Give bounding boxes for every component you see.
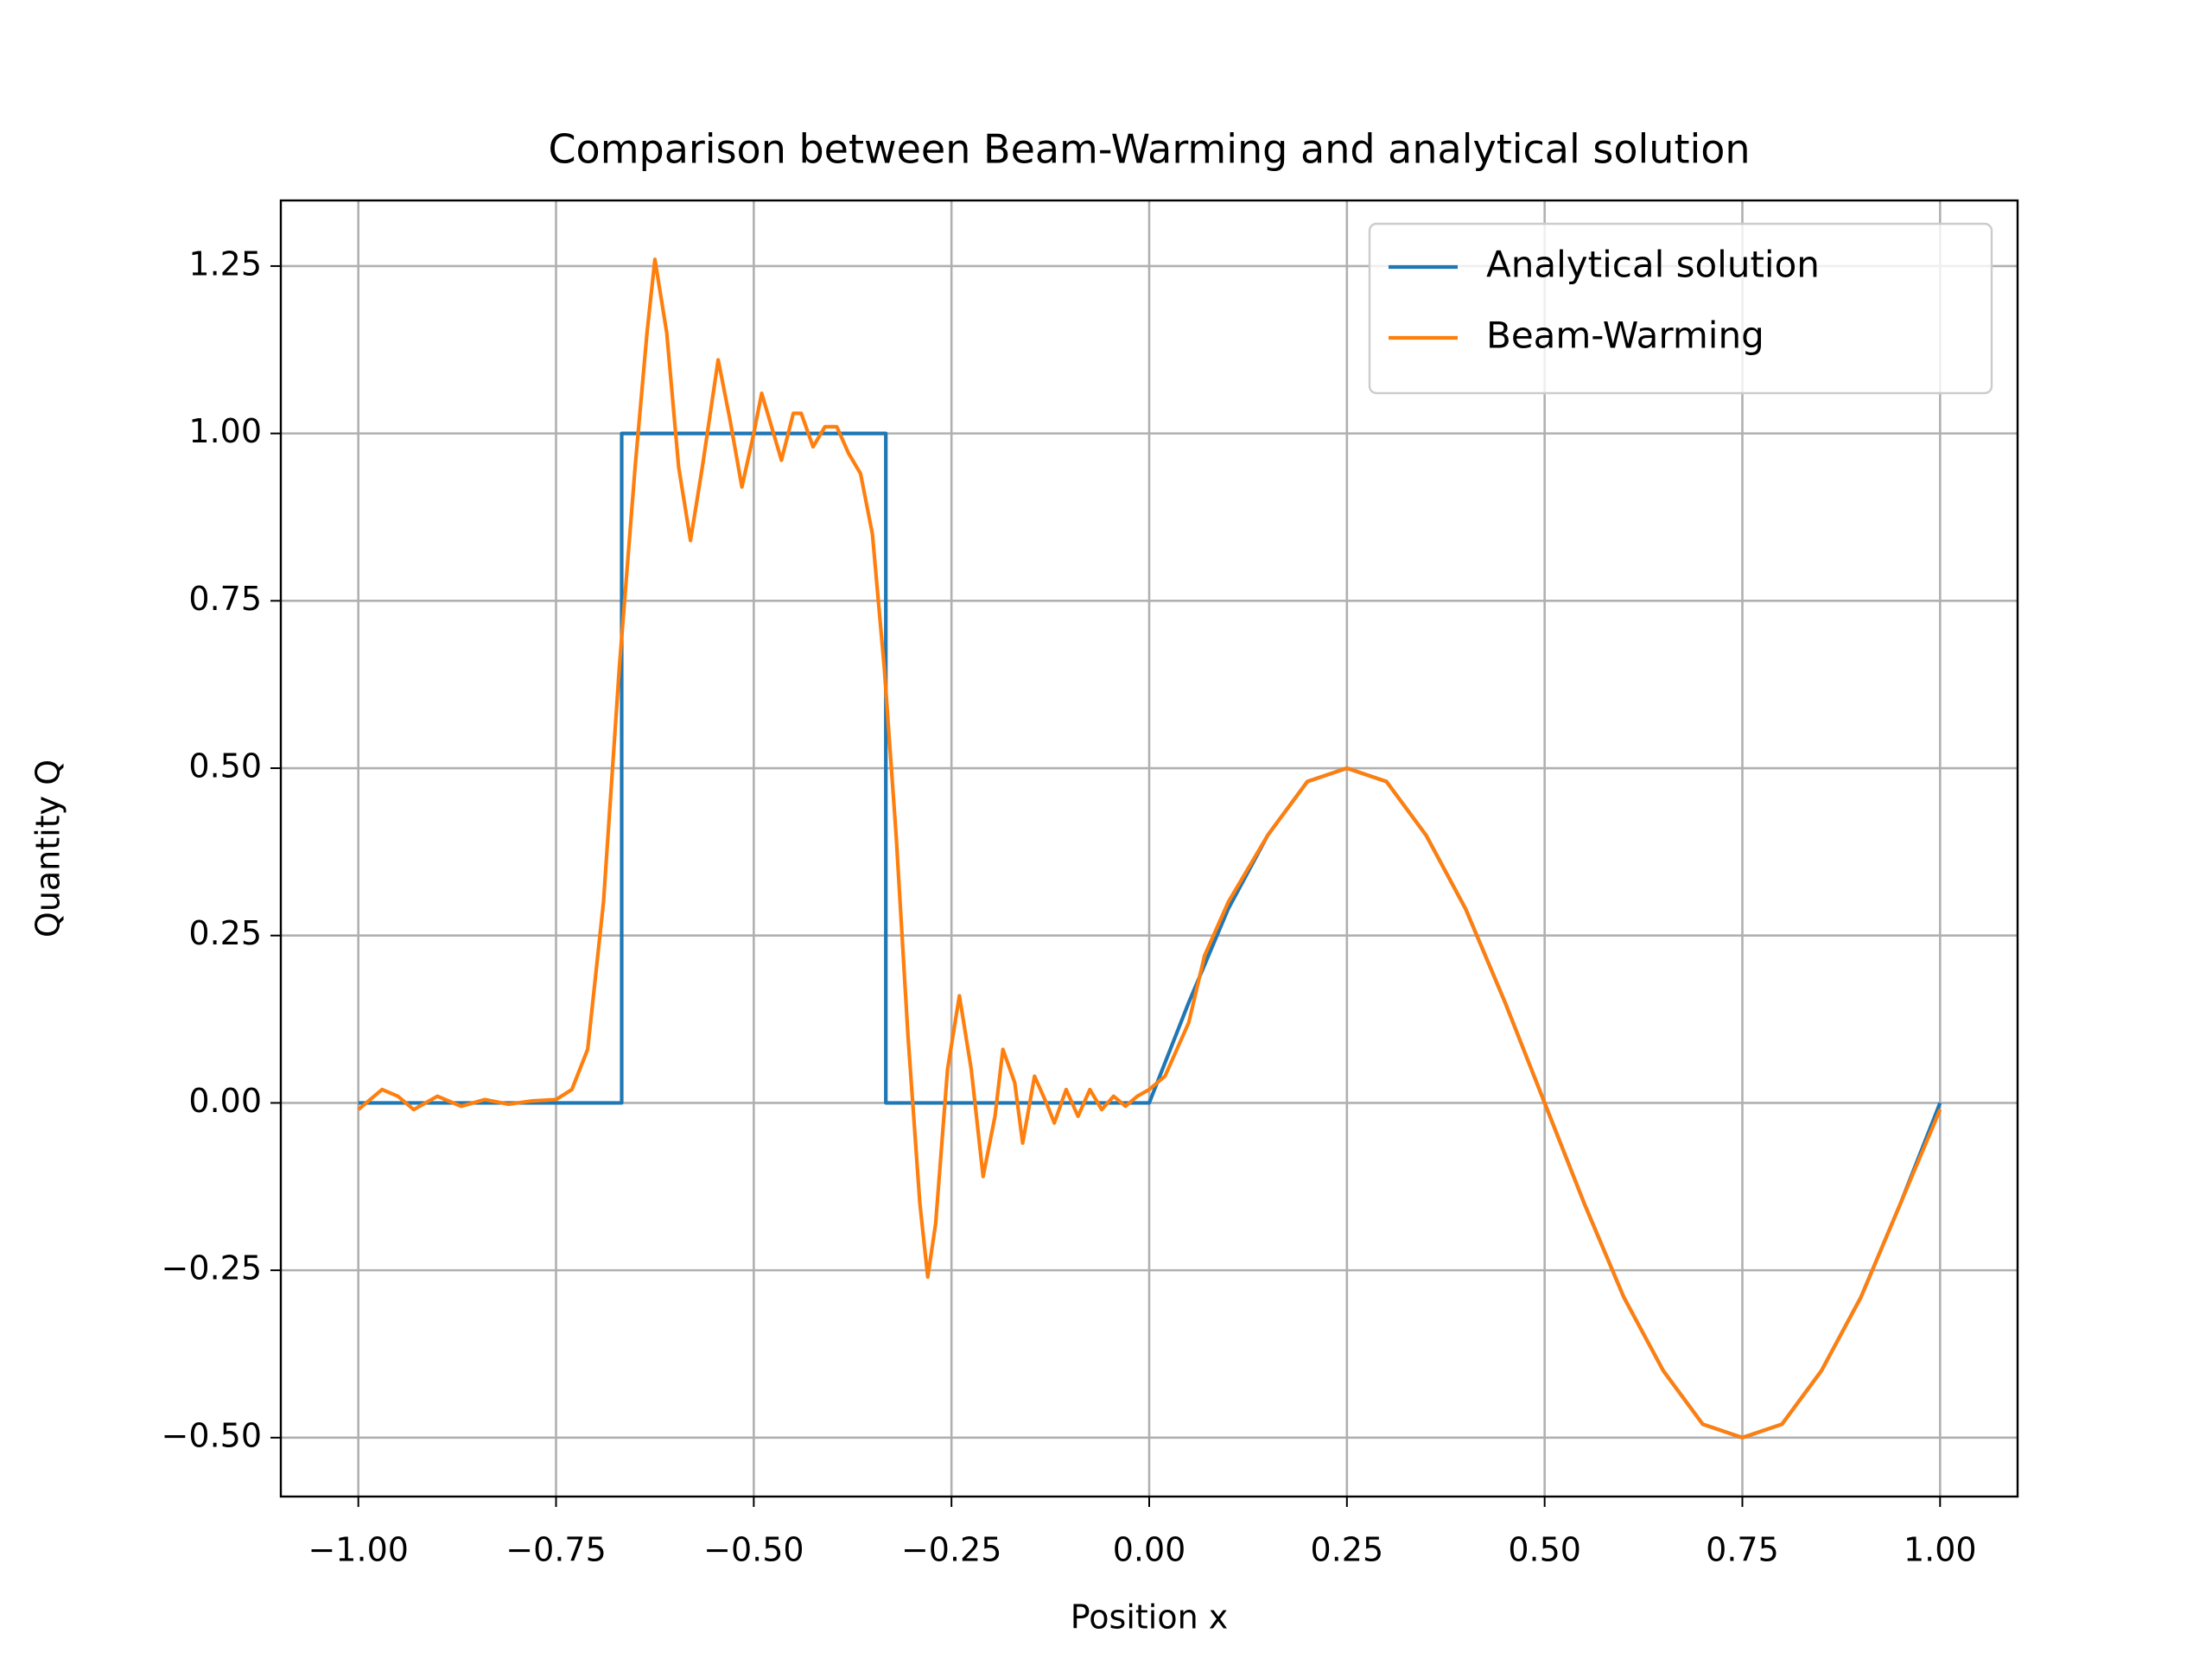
legend-label: Analytical solution (1486, 244, 1820, 286)
y-tick-label: 1.00 (188, 412, 262, 450)
x-tick-label: 0.25 (1311, 1531, 1384, 1569)
x-tick-label: −1.00 (308, 1531, 408, 1569)
y-tick-label: 1.25 (188, 245, 262, 283)
chart-title: Comparison between Beam-Warming and anal… (548, 126, 1750, 173)
x-tick-label: 0.00 (1113, 1531, 1186, 1569)
y-tick-label: 0.00 (188, 1082, 262, 1120)
legend-label: Beam-Warming (1486, 315, 1764, 357)
x-axis-label: Position x (1071, 1599, 1229, 1637)
y-tick-label: −0.25 (162, 1249, 262, 1287)
y-tick-label: 0.75 (188, 580, 262, 618)
y-tick-label: 0.50 (188, 747, 262, 785)
y-tick-label: −0.50 (162, 1416, 262, 1454)
y-tick-label: 0.25 (188, 914, 262, 952)
legend-box (1368, 222, 1993, 395)
x-tick-label: 0.75 (1706, 1531, 1779, 1569)
x-tick-label: −0.25 (901, 1531, 1001, 1569)
plot-frame (279, 199, 2019, 1498)
x-tick-label: 1.00 (1904, 1531, 1977, 1569)
x-tick-label: 0.50 (1508, 1531, 1581, 1569)
x-tick-label: −0.50 (703, 1531, 804, 1569)
series-line (357, 257, 1942, 1440)
y-axis-label: Quantity Q (29, 760, 67, 938)
x-tick-label: −0.75 (505, 1531, 606, 1569)
